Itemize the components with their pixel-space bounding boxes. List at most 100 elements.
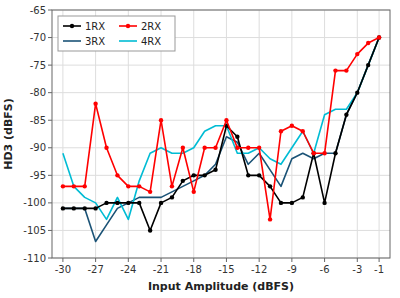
- tick: [95, 258, 96, 262]
- point: [115, 173, 119, 177]
- grid-line: [379, 10, 380, 258]
- series-line: [63, 38, 379, 220]
- point: [159, 118, 163, 122]
- point: [224, 118, 228, 122]
- tick-label: -80: [30, 87, 46, 98]
- legend-swatch: [119, 40, 137, 42]
- point: [235, 146, 239, 150]
- grid-line: [52, 175, 390, 176]
- tick-label: -30: [55, 264, 71, 275]
- tick: [48, 37, 52, 38]
- point: [246, 173, 250, 177]
- point: [322, 201, 326, 205]
- tick: [357, 258, 358, 262]
- point: [93, 206, 97, 210]
- point: [126, 201, 130, 205]
- point: [355, 90, 359, 94]
- point: [93, 101, 97, 105]
- point: [377, 35, 381, 39]
- tick: [48, 65, 52, 66]
- tick: [62, 258, 63, 262]
- legend-label: 4RX: [141, 36, 161, 47]
- tick: [161, 258, 162, 262]
- tick-label: -65: [30, 5, 46, 16]
- tick: [259, 258, 260, 262]
- tick-label: -3: [352, 264, 362, 275]
- point: [170, 184, 174, 188]
- tick-label: -90: [30, 142, 46, 153]
- point: [366, 41, 370, 45]
- point: [290, 201, 294, 205]
- point: [202, 173, 206, 177]
- series-line: [63, 38, 379, 231]
- tick: [48, 175, 52, 176]
- point: [257, 146, 261, 150]
- tick: [291, 258, 292, 262]
- point: [137, 201, 141, 205]
- point: [322, 151, 326, 155]
- x-axis-label: Input Amplitude (dBFS): [148, 280, 294, 293]
- legend-box: [58, 16, 175, 51]
- point: [192, 173, 196, 177]
- point: [213, 146, 217, 150]
- tick-label: -21: [153, 264, 169, 275]
- tick-label: -100: [23, 197, 46, 208]
- tick-label: -27: [87, 264, 103, 275]
- tick: [379, 258, 380, 262]
- point: [235, 135, 239, 139]
- tick-label: -105: [23, 225, 46, 236]
- legend-swatch: [63, 40, 81, 42]
- point: [104, 201, 108, 205]
- point: [246, 146, 250, 150]
- tick-label: -95: [30, 170, 46, 181]
- legend-marker: [70, 24, 74, 28]
- grid-line: [52, 65, 390, 66]
- y-axis-label: HD3 (dBFS): [2, 98, 15, 170]
- point: [61, 184, 65, 188]
- point: [202, 146, 206, 150]
- point: [333, 151, 337, 155]
- grid-line: [193, 10, 194, 258]
- tick-label: -15: [218, 264, 234, 275]
- chart: -30-27-24-21-18-15-12-9-6-3-1-110-105-10…: [0, 0, 400, 298]
- grid-line: [52, 120, 390, 121]
- tick: [226, 258, 227, 262]
- point: [268, 184, 272, 188]
- point: [355, 52, 359, 56]
- point: [279, 129, 283, 133]
- tick-label: -110: [23, 253, 46, 264]
- grid: [52, 10, 390, 258]
- point: [268, 217, 272, 221]
- point: [159, 201, 163, 205]
- tick: [48, 120, 52, 121]
- tick: [128, 258, 129, 262]
- axes: -30-27-24-21-18-15-12-9-6-3-1-110-105-10…: [23, 5, 390, 276]
- grid-line: [357, 10, 358, 258]
- point: [115, 201, 119, 205]
- point: [104, 146, 108, 150]
- plot-frame: [52, 10, 390, 258]
- point: [311, 151, 315, 155]
- tick-label: -9: [287, 264, 297, 275]
- tick: [48, 10, 52, 11]
- tick: [48, 147, 52, 148]
- point: [72, 184, 76, 188]
- legend-label: 1RX: [85, 21, 105, 32]
- tick-label: -70: [30, 32, 46, 43]
- grid-line: [291, 10, 292, 258]
- point: [301, 195, 305, 199]
- point: [257, 173, 261, 177]
- legend-label: 2RX: [141, 21, 161, 32]
- tick-label: -6: [320, 264, 330, 275]
- grid-line: [226, 10, 227, 258]
- point: [170, 195, 174, 199]
- tick-label: -24: [120, 264, 136, 275]
- grid-line: [324, 10, 325, 258]
- series-line: [63, 38, 379, 220]
- point: [83, 184, 87, 188]
- point: [301, 129, 305, 133]
- point: [366, 63, 370, 67]
- point: [72, 206, 76, 210]
- point: [148, 190, 152, 194]
- point: [213, 168, 217, 172]
